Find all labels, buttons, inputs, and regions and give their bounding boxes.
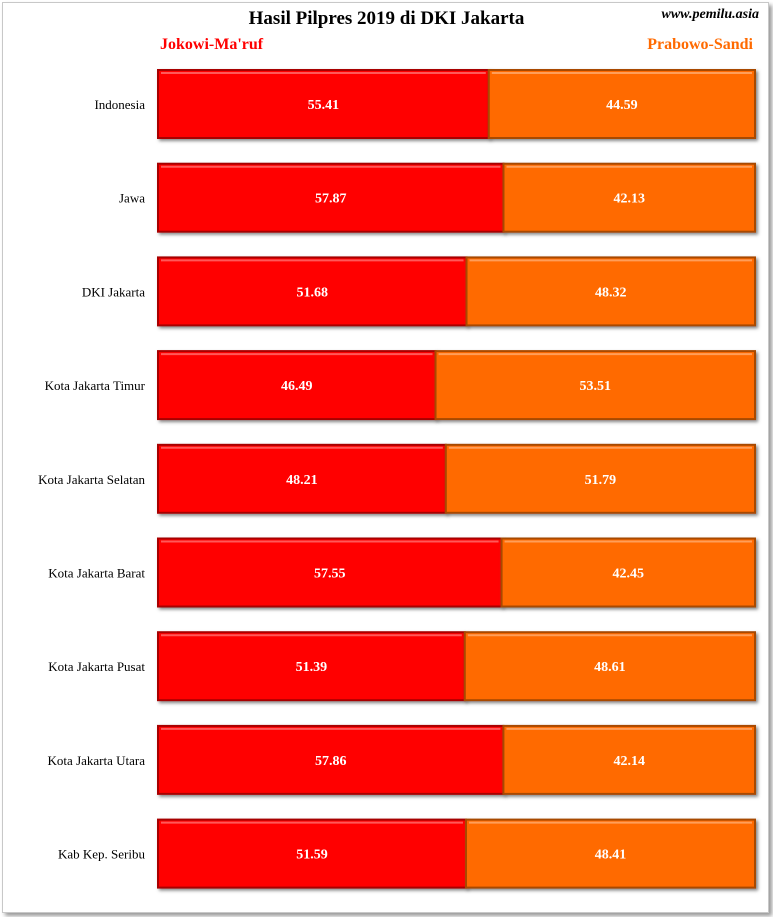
data-label: 53.51 [580, 379, 612, 394]
data-label: 44.59 [606, 98, 638, 113]
bar-prabowo [463, 631, 756, 702]
data-label: 55.41 [308, 98, 340, 113]
category-label: Kota Jakarta Barat [48, 566, 145, 581]
bar-prabowo [502, 724, 756, 795]
category-label: Kota Jakarta Timur [45, 378, 146, 393]
data-label: 48.21 [286, 473, 318, 488]
data-label: 42.45 [613, 567, 645, 582]
data-label: 46.49 [281, 379, 313, 394]
bar-jokowi [157, 631, 466, 702]
bar-jokowi [157, 443, 447, 514]
category-label: Kab Kep. Seribu [58, 847, 146, 862]
category-label: DKI Jakarta [82, 284, 145, 299]
bar-jokowi [157, 537, 503, 608]
legend-series-jokowi: Jokowi-Ma'ruf [160, 36, 264, 53]
category-label: Kota Jakarta Pusat [48, 659, 145, 674]
category-label: Indonesia [94, 97, 145, 112]
source-watermark: www.pemilu.asia [661, 7, 759, 22]
bar-prabowo [444, 443, 756, 514]
data-label: 42.14 [613, 754, 645, 769]
bar-jokowi [157, 162, 505, 233]
chart-title: Hasil Pilpres 2019 di DKI Jakarta [248, 8, 525, 29]
data-label: 57.86 [315, 754, 347, 769]
category-label: Kota Jakarta Utara [48, 753, 146, 768]
bar-jokowi [157, 256, 468, 327]
data-label: 57.87 [315, 192, 347, 207]
bar-prabowo [487, 69, 756, 139]
data-label: 51.68 [297, 285, 329, 300]
bar-jokowi [157, 69, 490, 139]
bar-prabowo [464, 818, 756, 889]
category-label: Kota Jakarta Selatan [38, 472, 145, 487]
legend-series-prabowo: Prabowo-Sandi [647, 36, 753, 53]
bar-prabowo [465, 256, 756, 327]
bar-jokowi [157, 818, 467, 889]
data-label: 48.61 [594, 660, 626, 675]
category-label: Jawa [119, 191, 145, 206]
data-label: 57.55 [314, 567, 346, 582]
data-label: 48.32 [595, 285, 627, 300]
bar-prabowo [434, 350, 756, 421]
bar-jokowi [157, 724, 505, 795]
bar-prabowo [500, 537, 756, 608]
data-label: 51.59 [296, 848, 328, 863]
data-label: 48.41 [595, 848, 627, 863]
data-label: 51.79 [585, 473, 617, 488]
data-label: 42.13 [613, 192, 645, 207]
bar-prabowo [502, 162, 756, 233]
bar-jokowi [157, 350, 437, 421]
data-label: 51.39 [296, 660, 328, 675]
